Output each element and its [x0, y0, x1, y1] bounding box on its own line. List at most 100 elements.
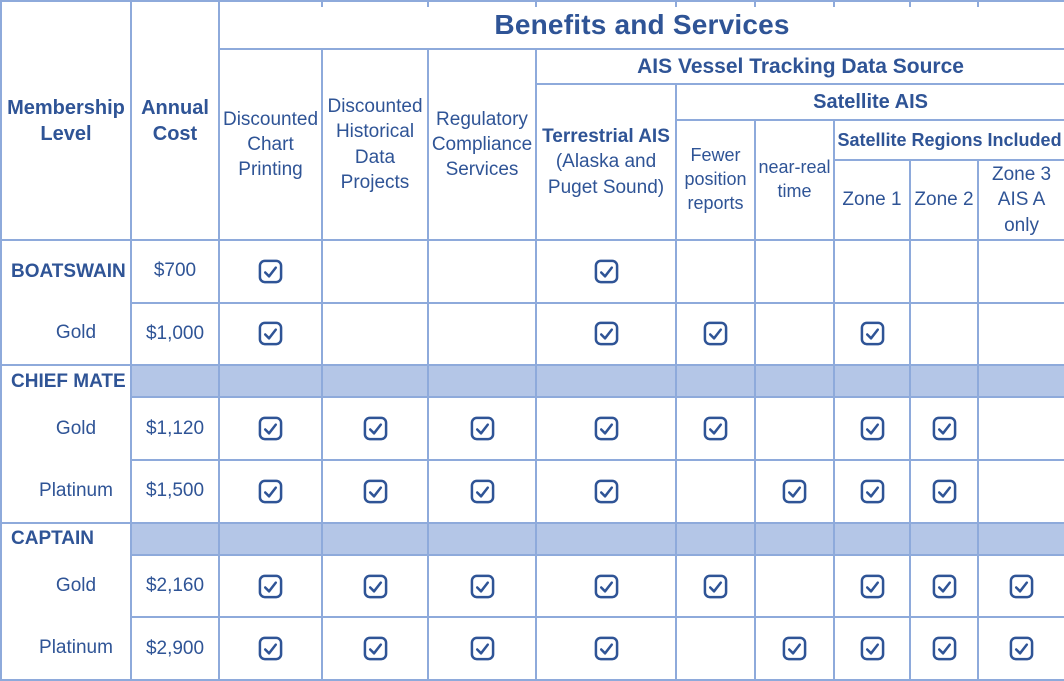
- checkbox-checked-icon: [258, 416, 283, 441]
- col-header-regulatory: Regulatory Compliance Services: [427, 48, 537, 241]
- checkbox-checked-icon: [860, 416, 884, 441]
- checkbox-checked-icon: [258, 322, 283, 346]
- group-band-cell: [675, 364, 756, 399]
- benefit-cell-zone3: [976, 396, 1064, 461]
- col-header-ais-vessel-tracking: AIS Vessel Tracking Data Source: [534, 48, 1064, 85]
- benefit-cell-regulatory: [427, 616, 537, 681]
- table-title: Benefits and Services: [217, 0, 1064, 50]
- checkbox-checked-icon: [932, 636, 956, 661]
- membership-level-cell: Gold: [0, 397, 132, 460]
- checkbox-checked-icon: [470, 479, 494, 504]
- checkbox-checked-icon: [363, 416, 387, 441]
- checkbox-checked-icon: [258, 636, 283, 661]
- col-header-terrestrial-ais: Terrestrial AIS (Alaska and Puget Sound): [535, 83, 677, 241]
- benefit-cell-zone2: [909, 301, 979, 367]
- col-header-zone-3: Zone 3 AIS A only: [976, 159, 1064, 241]
- table-body: BOATSWAIN $700 Gold $1,000 CHIEF MATE Gold $1,…: [0, 239, 1064, 681]
- benefit-cell-zone1: [833, 553, 911, 619]
- annual-cost-cell: $700: [130, 239, 220, 304]
- benefit-cell-regulatory: [427, 458, 537, 524]
- benefit-cell-historical_data: [321, 396, 429, 461]
- checkbox-checked-icon: [594, 416, 618, 441]
- benefit-cell-regulatory: [427, 396, 537, 461]
- checkbox-checked-icon: [860, 574, 884, 598]
- checkbox-checked-icon: [1009, 574, 1034, 598]
- ais-group-row: Discounted Chart Printing Discounted His…: [1, 48, 1064, 241]
- grid-tick: [675, 3, 677, 7]
- group-band-cell: [976, 521, 1064, 556]
- group-band-cell: [321, 521, 429, 556]
- benefit-cell-zone3: [976, 616, 1064, 681]
- annual-cost-cell: $1,000: [130, 301, 220, 367]
- benefit-cell-fewer_position: [675, 396, 756, 461]
- checkbox-checked-icon: [782, 479, 807, 504]
- benefit-cell-zone1: [833, 396, 911, 461]
- terrestrial-ais-title: Terrestrial AIS: [542, 126, 670, 148]
- checkbox-checked-icon: [703, 574, 728, 598]
- membership-level-cell: Gold: [0, 302, 132, 366]
- checkbox-checked-icon: [860, 322, 884, 346]
- group-band-cell: [427, 364, 537, 399]
- benefit-cell-fewer_position: [675, 239, 756, 304]
- title-row: Membership Level Annual Cost Benefits an…: [0, 0, 1064, 241]
- benefit-cell-zone1: [833, 301, 911, 367]
- checkbox-checked-icon: [932, 479, 956, 504]
- checkbox-checked-icon: [470, 574, 494, 598]
- benefit-cell-historical_data: [321, 553, 429, 619]
- col-header-satellite-regions-included: Satellite Regions Included: [832, 119, 1064, 161]
- checkbox-checked-icon: [470, 636, 494, 661]
- benefit-cell-chart_printing: [218, 239, 323, 304]
- grid-tick: [321, 3, 323, 7]
- group-band-cell: [427, 521, 537, 556]
- checkbox-checked-icon: [782, 636, 807, 661]
- membership-row: Platinum $2,900: [0, 616, 1064, 681]
- checkbox-checked-icon: [363, 574, 387, 598]
- satellite-group-row: Terrestrial AIS (Alaska and Puget Sound)…: [1, 83, 1064, 241]
- benefit-cell-near_real: [754, 301, 835, 367]
- checkbox-checked-icon: [594, 636, 618, 661]
- benefit-cell-fewer_position: [675, 458, 756, 524]
- group-band-cell: [535, 364, 677, 399]
- checkbox-checked-icon: [860, 479, 884, 504]
- benefit-cell-zone3: [976, 301, 1064, 367]
- group-band-cell: [909, 521, 979, 556]
- membership-group-row: CHIEF MATE: [0, 364, 1064, 399]
- group-band-cell: [675, 521, 756, 556]
- benefit-cell-terrestrial: [535, 616, 677, 681]
- membership-row: Gold $1,120: [0, 396, 1064, 461]
- group-band-cell: [754, 364, 835, 399]
- benefit-cell-near_real: [754, 396, 835, 461]
- benefit-cell-chart_printing: [218, 553, 323, 619]
- group-band-cell: [833, 364, 911, 399]
- checkbox-checked-icon: [363, 479, 387, 504]
- grid-tick: [427, 3, 429, 7]
- benefit-cell-fewer_position: [675, 301, 756, 367]
- benefit-cell-regulatory: [427, 239, 537, 304]
- group-band-cell: [833, 521, 911, 556]
- group-band-cell: [976, 364, 1064, 399]
- checkbox-checked-icon: [932, 574, 956, 598]
- checkbox-checked-icon: [860, 636, 884, 661]
- benefit-cell-regulatory: [427, 553, 537, 619]
- benefit-cell-zone1: [833, 239, 911, 304]
- benefit-cell-zone2: [909, 458, 979, 524]
- col-header-membership-level: Membership Level: [0, 0, 132, 241]
- checkbox-checked-icon: [594, 479, 618, 504]
- benefit-cell-chart_printing: [218, 616, 323, 681]
- annual-cost-cell: $2,900: [130, 616, 220, 681]
- benefit-cell-zone3: [976, 239, 1064, 304]
- grid-tick: [535, 3, 537, 7]
- group-band-cell: [754, 521, 835, 556]
- checkbox-checked-icon: [470, 416, 494, 441]
- grid-tick: [833, 3, 835, 7]
- benefit-cell-fewer_position: [675, 616, 756, 681]
- benefit-cell-terrestrial: [535, 301, 677, 367]
- membership-row: Platinum $1,500: [0, 458, 1064, 524]
- benefit-cell-terrestrial: [535, 553, 677, 619]
- benefit-cell-near_real: [754, 616, 835, 681]
- benefit-cell-zone2: [909, 239, 979, 304]
- membership-level-label: Membership Level: [7, 96, 125, 145]
- membership-level-cell: BOATSWAIN: [0, 240, 132, 303]
- col-header-zone-1: Zone 1: [833, 159, 911, 241]
- membership-level-cell: Platinum: [0, 459, 132, 523]
